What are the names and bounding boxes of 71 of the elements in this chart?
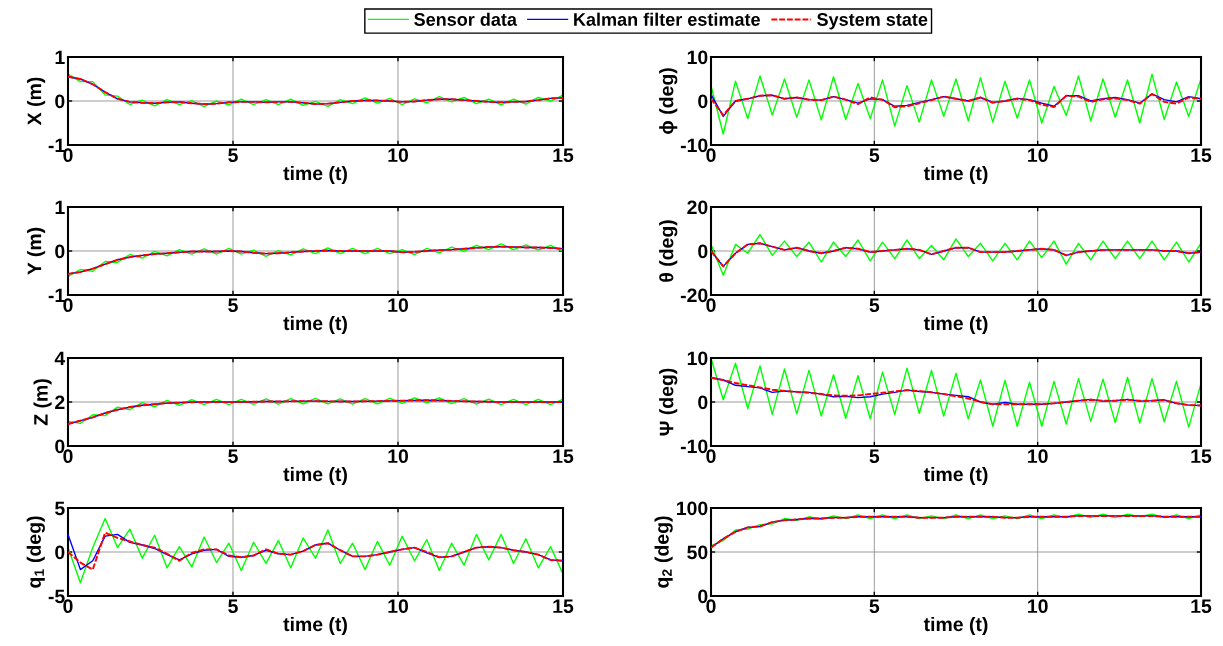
legend-label: System state: [817, 13, 928, 30]
y-tick-label: -10: [680, 439, 708, 454]
x-tick-label: 10: [388, 148, 409, 163]
x-tick-label: 15: [553, 148, 574, 163]
y-tick-label: 0: [698, 94, 708, 109]
x-tick-label: 5: [869, 449, 880, 464]
x-tick-label: 10: [388, 298, 409, 313]
y-tick-label: 1: [55, 50, 65, 65]
y-tick-label: 20: [687, 200, 708, 215]
y-tick-label: -1: [48, 138, 65, 153]
y-tick-label: 2: [55, 395, 65, 410]
x-tick-label: 5: [228, 449, 238, 464]
x-tick-label: 15: [1191, 599, 1212, 614]
y-tick-label: 1: [55, 200, 65, 215]
y-tick-label: 0: [698, 395, 708, 410]
x-tick-label: 10: [388, 449, 409, 464]
x-tick-label: 5: [869, 148, 880, 163]
x-tick-label: 10: [1028, 599, 1048, 614]
y-axis-title: q$_{2}$ (deg): [654, 516, 673, 588]
x-tick-label: 5: [228, 599, 238, 614]
y-tick-label: 0: [55, 244, 65, 259]
y-tick-label: 50: [687, 545, 708, 560]
x-tick-label: 10: [1028, 298, 1048, 313]
x-tick-label: 15: [553, 298, 574, 313]
x-tick-label: 10: [1028, 449, 1048, 464]
x-axis-title: time (t): [923, 616, 988, 636]
y-tick-label: -20: [680, 288, 708, 303]
y-tick-label: 0: [55, 545, 65, 560]
x-tick-label: 5: [228, 298, 238, 313]
y-tick-label: 0: [698, 244, 708, 259]
legend-label: Sensor data: [414, 12, 518, 26]
y-tick-label: 0: [55, 94, 65, 109]
y-axis-title: Z (m): [33, 379, 52, 426]
x-tick-label: 5: [869, 298, 880, 313]
legend-label: Kalman filter estimate: [574, 12, 760, 26]
x-axis-title: time (t): [923, 466, 988, 486]
y-tick-label: -10: [680, 138, 708, 153]
x-axis-title: time (t): [283, 165, 347, 185]
y-tick-label: 5: [55, 501, 65, 516]
x-tick-label: 15: [553, 449, 574, 464]
x-axis-title: time (t): [283, 616, 347, 636]
line-series: [68, 517, 563, 584]
x-tick-label: 15: [1191, 148, 1212, 163]
x-tick-label: 5: [869, 599, 880, 614]
y-tick-label: 4: [54, 351, 66, 366]
x-tick-label: 15: [1191, 449, 1212, 464]
x-tick-label: 15: [553, 599, 574, 614]
x-tick-label: 15: [1191, 298, 1212, 313]
y-tick-label: -1: [48, 288, 65, 303]
x-axis-title: time (t): [923, 315, 988, 335]
x-tick-label: 5: [228, 148, 238, 163]
x-axis-title: time (t): [923, 165, 988, 185]
y-tick-label: 0: [55, 439, 65, 454]
y-tick-label: 100: [677, 501, 708, 516]
y-axis-title: Ψ (deg): [659, 368, 678, 436]
x-tick-label: 10: [388, 599, 409, 614]
x-axis-title: time (t): [283, 466, 347, 486]
line-series: [711, 242, 1201, 268]
y-axis-title: ϕ (deg): [659, 68, 678, 134]
x-axis-title: time (t): [283, 315, 347, 335]
line-series: [711, 233, 1201, 276]
line-series: [711, 73, 1201, 135]
y-axis-title: X (m): [27, 77, 46, 126]
y-tick-label: 0: [698, 589, 708, 604]
y-tick-label: 10: [687, 351, 708, 366]
y-axis-title: q$_{1}$ (deg): [26, 516, 45, 588]
y-axis-title: θ (deg): [659, 220, 678, 282]
y-tick-label: 10: [687, 50, 708, 65]
x-tick-label: 10: [1028, 148, 1048, 163]
y-axis-title: Y (m): [27, 227, 46, 275]
y-tick-label: -5: [48, 589, 65, 604]
